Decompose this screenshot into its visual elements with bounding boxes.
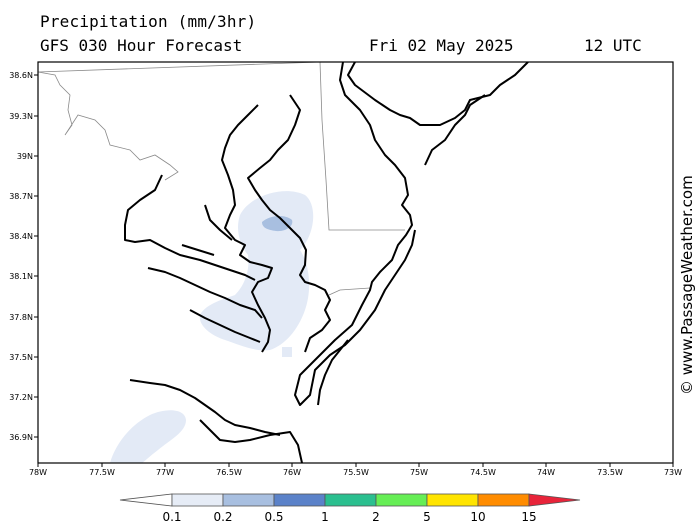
lon-label: 76W <box>283 468 301 477</box>
coast-chesapeake-east <box>247 94 331 353</box>
coast-hampton <box>199 419 303 463</box>
coastlines <box>124 62 529 463</box>
coast-james <box>129 379 281 436</box>
legend-label: 0.1 <box>162 510 181 524</box>
coast-small-inlet-2 <box>181 244 215 256</box>
legend-swatch-8 <box>528 493 581 507</box>
lon-label: 76.5W <box>216 468 242 477</box>
legend-swatch-2 <box>222 493 275 507</box>
coast-rappahannock <box>147 267 263 319</box>
legend-swatch-6 <box>426 493 479 507</box>
lat-label: 38.4N <box>9 232 33 241</box>
legend-label: 0.2 <box>213 510 232 524</box>
legend-swatch-0 <box>119 493 173 507</box>
latitude-labels: 38.6N 39.3N 39N 38.7N 38.4N 38.1N 37.8N … <box>9 71 33 442</box>
map-frame <box>37 61 674 464</box>
longitude-labels: 78W 77.5W 77W 76.5W 76W 75.5W 75W 74.5W … <box>29 468 682 477</box>
forecast-time: 12 UTC <box>584 36 642 55</box>
lon-label: 75.5W <box>343 468 369 477</box>
latitude-axis <box>34 74 38 438</box>
lon-label: 75W <box>410 468 428 477</box>
lat-label: 38.6N <box>9 71 33 80</box>
legend-label: 1 <box>321 510 329 524</box>
lon-label: 73W <box>664 468 682 477</box>
precip-area-south <box>110 410 186 463</box>
legend-label: 5 <box>423 510 431 524</box>
lon-label: 74W <box>537 468 555 477</box>
coast-chesapeake-west <box>221 104 273 353</box>
forecast-date: Fri 02 May 2025 <box>369 36 514 55</box>
legend-swatch-1 <box>171 493 224 507</box>
lon-label: 77.5W <box>89 468 115 477</box>
legend-label: 10 <box>470 510 485 524</box>
lat-label: 39.3N <box>9 112 33 121</box>
lat-label: 37.5N <box>9 353 33 362</box>
lat-label: 38.7N <box>9 192 33 201</box>
longitude-axis <box>37 463 674 467</box>
lon-label: 77W <box>156 468 174 477</box>
lat-label: 37.8N <box>9 313 33 322</box>
lon-label: 73.5W <box>597 468 623 477</box>
lat-label: 39N <box>17 152 33 161</box>
legend-label: 15 <box>521 510 536 524</box>
border-pa-md <box>38 62 321 73</box>
legend-label: 0.5 <box>264 510 283 524</box>
coast-atlantic-nj <box>347 62 529 126</box>
lon-label: 78W <box>29 468 47 477</box>
legend-swatch-7 <box>477 493 530 507</box>
border-md-va <box>328 287 371 296</box>
map-title: Precipitation (mm/3hr) <box>40 12 257 31</box>
coast-small-inlet-1 <box>204 204 233 241</box>
lat-label: 38.1N <box>9 272 33 281</box>
precip-area-bay <box>199 191 314 351</box>
border-wv-md <box>38 71 179 181</box>
legend-swatch-4 <box>324 493 377 507</box>
legend-swatch-3 <box>273 493 326 507</box>
lon-label: 74.5W <box>470 468 496 477</box>
coast-delaware-bay <box>294 62 416 406</box>
precip-legend <box>119 493 581 507</box>
precipitation-overlay <box>110 191 314 463</box>
coast-potomac <box>124 174 256 281</box>
legend-labels: 0.1 0.2 0.5 1 2 5 10 15 <box>162 510 536 524</box>
coast-york <box>189 309 261 343</box>
lat-label: 37.2N <box>9 393 33 402</box>
forecast-subtitle: GFS 030 Hour Forecast <box>40 36 243 55</box>
precip-area-small <box>282 347 292 357</box>
state-borders <box>38 62 405 296</box>
legend-label: 2 <box>372 510 380 524</box>
precip-area-core <box>262 216 293 232</box>
legend-swatch-5 <box>375 493 428 507</box>
border-md-de <box>319 62 405 231</box>
lat-label: 36.9N <box>9 433 33 442</box>
coast-nj-cape <box>424 94 486 166</box>
coast-va-eastern-shore <box>317 339 349 406</box>
